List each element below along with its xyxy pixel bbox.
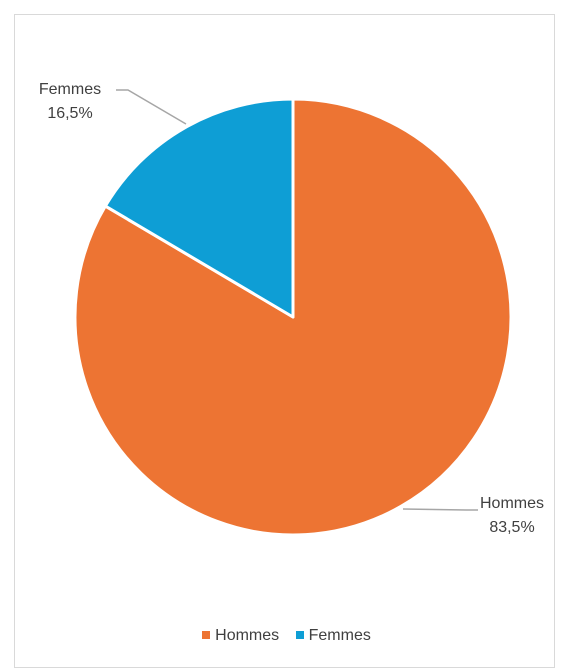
slice-label-hommes-value: 83,5% [489, 519, 534, 536]
leader-lines [116, 89, 478, 511]
legend-item-hommes: Hommes [202, 627, 279, 645]
legend: Hommes Femmes [0, 627, 573, 645]
leader-line-femmes [116, 89, 187, 125]
legend-item-femmes: Femmes [295, 627, 371, 645]
slice-label-hommes-name: Hommes [480, 495, 544, 512]
pie-slices [73, 97, 513, 537]
leader-line-hommes [402, 508, 478, 511]
slice-label-femmes-name: Femmes [39, 81, 101, 98]
legend-swatch-femmes [295, 630, 304, 639]
pie-slice-femmes [103, 97, 295, 319]
legend-label-hommes: Hommes [215, 627, 280, 644]
slice-label-femmes-value: 16,5% [47, 105, 92, 122]
legend-swatch-hommes [202, 630, 211, 639]
legend-label-femmes: Femmes [308, 627, 371, 644]
